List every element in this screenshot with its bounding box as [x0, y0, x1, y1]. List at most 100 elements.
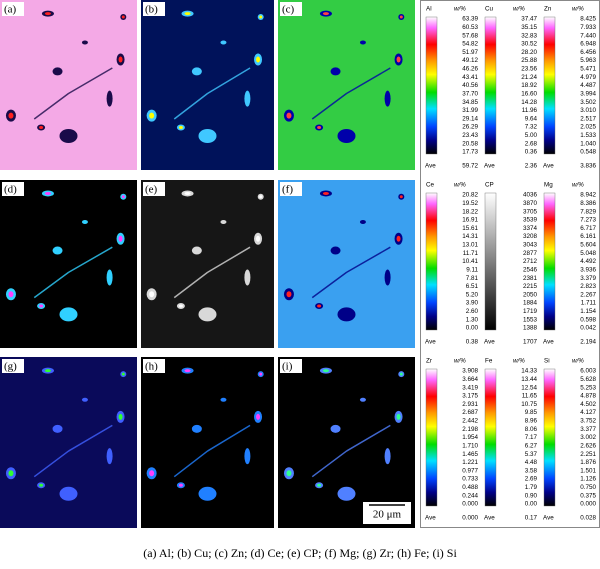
- phase-spot: [106, 90, 113, 107]
- phase-core: [286, 291, 292, 298]
- phase-core: [259, 15, 263, 19]
- phase-spot: [191, 424, 202, 433]
- panel-label: (b): [145, 4, 158, 16]
- color-bar: [425, 368, 438, 507]
- phase-core: [178, 304, 183, 308]
- phase-core: [184, 191, 191, 195]
- phase-core: [259, 195, 263, 199]
- phase-core: [121, 15, 125, 19]
- scale-element: Ce: [426, 182, 435, 189]
- phase-core: [149, 470, 155, 477]
- phase-spot: [106, 448, 113, 465]
- scale-tick: 4.979: [580, 74, 596, 81]
- phase-spot: [198, 129, 217, 143]
- ave-label: Ave: [484, 515, 495, 522]
- color-bar: [425, 192, 438, 331]
- phase-core: [39, 126, 44, 129]
- label-box: [143, 2, 165, 16]
- scale-tick: 12.54: [521, 384, 537, 391]
- scale-tick: 1.221: [462, 459, 478, 466]
- map-image: [278, 180, 415, 348]
- scale-tick: 1.501: [580, 467, 596, 474]
- phase-spot: [330, 424, 341, 433]
- phase-core: [396, 56, 401, 63]
- ave-label: Ave: [484, 163, 495, 170]
- scale-tick: 2.198: [462, 426, 478, 433]
- phase-spot: [330, 246, 341, 255]
- scale-tick: 1.30: [466, 316, 479, 323]
- phase-core: [317, 483, 322, 487]
- phase-spot: [106, 269, 113, 286]
- scale-tick: 5.963: [580, 57, 596, 64]
- scale-tick: 18.22: [462, 208, 478, 215]
- scale-tick: 0.042: [580, 325, 596, 332]
- label-box: [280, 182, 302, 196]
- scale-unit: w/%: [454, 182, 466, 189]
- phase-core: [8, 112, 14, 119]
- map-panel: (e): [141, 180, 274, 348]
- phase-spot: [220, 397, 227, 402]
- scale-tick: 3.936: [580, 266, 596, 273]
- scale-tick: 3.664: [462, 376, 478, 383]
- scale-tick: 2.025: [580, 124, 596, 131]
- ave-label: Ave: [425, 163, 436, 170]
- scale-element: Zn: [544, 6, 552, 13]
- scale-tick: 3.994: [580, 90, 596, 97]
- phase-vein: [33, 246, 113, 299]
- ave-value: 59.72: [462, 163, 478, 170]
- phase-core: [184, 369, 191, 373]
- map-panel: (b): [141, 0, 274, 170]
- ave-label: Ave: [543, 515, 554, 522]
- scale-tick: 32.83: [521, 32, 537, 39]
- label-box: [143, 182, 165, 196]
- phase-spot: [384, 448, 391, 465]
- scale-tick: 3043: [523, 242, 538, 249]
- ave-value: 3.836: [580, 163, 596, 170]
- map-image: [0, 0, 137, 170]
- scale-tick: 1.954: [462, 434, 478, 441]
- ave-value: 0.000: [462, 515, 478, 522]
- phase-vein: [173, 246, 251, 299]
- phase-spot: [191, 67, 202, 76]
- phase-core: [121, 372, 125, 376]
- scale-tick: 25.88: [521, 57, 537, 64]
- phase-core: [118, 56, 123, 63]
- phase-core: [118, 235, 123, 242]
- color-bar: [484, 16, 497, 155]
- scale-tick: 11.96: [522, 107, 538, 114]
- phase-core: [396, 235, 401, 242]
- scale-unit: w/%: [572, 182, 584, 189]
- scale-tick: 34.85: [462, 99, 478, 106]
- scale-tick: 5.37: [525, 451, 538, 458]
- scale-tick: 1.154: [580, 308, 596, 315]
- scale-tick: 3.377: [580, 426, 596, 433]
- phase-spot: [337, 129, 356, 143]
- phase-spot: [81, 220, 88, 224]
- scale-tick: 8.386: [580, 200, 596, 207]
- phase-spot: [330, 67, 341, 76]
- phase-spot: [59, 307, 78, 322]
- scale-tick: 6.51: [466, 283, 479, 290]
- ave-value: 0.028: [580, 515, 596, 522]
- scale-unit: w/%: [454, 358, 466, 365]
- scale-tick: 2.69: [525, 476, 538, 483]
- phase-spot: [52, 67, 63, 76]
- scale-tick: 18.92: [521, 82, 537, 89]
- scale-tick: 4.127: [580, 409, 596, 416]
- phase-core: [184, 12, 191, 16]
- scale-tick: 6.948: [580, 41, 596, 48]
- scale-tick: 8.425: [580, 16, 596, 23]
- scale-tick: 4036: [523, 192, 538, 199]
- scale-tick: 23.56: [521, 66, 537, 73]
- scale-tick: 29.14: [462, 115, 478, 122]
- scale-tick: 0.00: [466, 325, 479, 332]
- scale-tick: 7.440: [580, 32, 596, 39]
- scale-element: Fe: [485, 358, 493, 365]
- scale-tick: 14.28: [521, 99, 537, 106]
- map-image: [141, 0, 274, 170]
- ave-value: 1707: [523, 339, 538, 346]
- scale-tick: 2.823: [580, 283, 596, 290]
